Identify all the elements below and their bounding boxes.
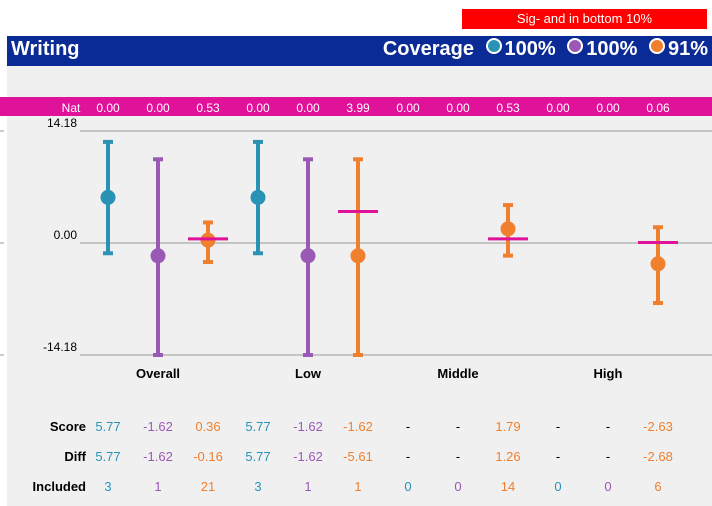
x-category-label: Overall (136, 366, 180, 381)
table-cell: - (556, 419, 560, 434)
table-cell: 14 (501, 479, 515, 494)
table-cell: -5.61 (343, 449, 373, 464)
score-point (250, 189, 266, 205)
table-cell: 0 (404, 479, 411, 494)
page-title: Writing (11, 38, 80, 60)
table-cell: 3 (104, 479, 111, 494)
nat-value: 0.53 (196, 101, 220, 115)
table-cell: 3 (254, 479, 261, 494)
table-cell: 5.77 (245, 419, 270, 434)
alert-badge: Sig- and in bottom 10% (462, 9, 707, 29)
table-cell: 1 (304, 479, 311, 494)
table-cell: 5.77 (95, 449, 120, 464)
score-point (350, 248, 366, 264)
table-cell: 0 (454, 479, 461, 494)
score-point (500, 221, 516, 237)
table-cell: -1.62 (143, 449, 173, 464)
table-cell: 1 (154, 479, 161, 494)
coverage-value-2: 100% (586, 38, 638, 60)
table-cell: 5.77 (245, 449, 270, 464)
table-cell: 21 (201, 479, 215, 494)
title-bar: Writing Coverage 100% 100% 91% (7, 36, 712, 66)
table-cell: 5.77 (95, 419, 120, 434)
table-cell: 0 (554, 479, 561, 494)
nat-value: 3.99 (346, 101, 370, 115)
table-cell: 1 (354, 479, 361, 494)
y-tick-label: 14.18 (47, 116, 77, 130)
nat-value: 0.00 (446, 101, 470, 115)
nat-value: 0.00 (546, 101, 570, 115)
score-point (100, 189, 116, 205)
nat-value: 0.00 (96, 101, 120, 115)
coverage-dot-3 (648, 38, 665, 54)
nat-value: 0.00 (246, 101, 270, 115)
coverage-value-1: 100% (504, 38, 556, 60)
table-cell: - (606, 449, 610, 464)
nat-value: 0.00 (396, 101, 420, 115)
table-cell: - (456, 449, 460, 464)
y-tick-label: 0.00 (54, 228, 78, 242)
table-row-label: Score (50, 419, 86, 434)
table-cell: -2.63 (643, 419, 673, 434)
coverage-summary: Coverage 100% 100% 91% (383, 38, 708, 61)
table-cell: -0.16 (193, 449, 223, 464)
table-row-label: Diff (64, 449, 86, 464)
table-cell: - (606, 419, 610, 434)
score-point (300, 248, 316, 264)
nat-bar (0, 97, 712, 116)
table-cell: - (406, 449, 410, 464)
nat-value: 0.00 (596, 101, 620, 115)
x-category-label: Middle (437, 366, 478, 381)
nat-value: 0.53 (496, 101, 520, 115)
table-cell: -1.62 (293, 419, 323, 434)
y-tick-label: -14.18 (43, 340, 77, 354)
table-cell: -1.62 (143, 419, 173, 434)
table-cell: -1.62 (343, 419, 373, 434)
table-cell: 1.79 (495, 419, 520, 434)
table-cell: 1.26 (495, 449, 520, 464)
coverage-label: Coverage (382, 38, 474, 60)
score-point (650, 256, 666, 272)
table-cell: - (456, 419, 460, 434)
nat-value: 0.00 (146, 101, 170, 115)
coverage-value-3: 91% (667, 38, 708, 60)
coverage-dot-2 (567, 38, 584, 54)
x-category-label: Low (295, 366, 322, 381)
coverage-dot-1 (485, 38, 502, 54)
table-cell: - (556, 449, 560, 464)
table-row-label: Included (33, 479, 87, 494)
nat-value: 0.06 (646, 101, 670, 115)
table-cell: 6 (654, 479, 661, 494)
table-cell: 0.36 (195, 419, 220, 434)
table-cell: 0 (604, 479, 611, 494)
table-cell: -2.68 (643, 449, 673, 464)
nat-label: Nat (62, 101, 81, 115)
table-cell: -1.62 (293, 449, 323, 464)
x-category-label: High (594, 366, 623, 381)
table-cell: - (406, 419, 410, 434)
nat-value: 0.00 (296, 101, 320, 115)
score-point (150, 248, 166, 264)
